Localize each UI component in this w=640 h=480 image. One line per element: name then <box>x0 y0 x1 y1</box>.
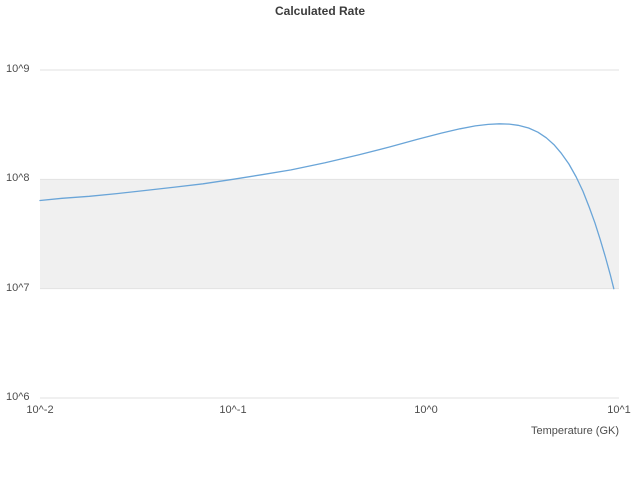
x-tick-label: 10^-1 <box>219 404 247 416</box>
y-tick-label: 10^9 <box>6 63 30 75</box>
rate-line-series <box>39 123 615 290</box>
x-tick-label: 10^0 <box>414 404 438 416</box>
chart-title: Calculated Rate <box>274 4 366 18</box>
x-tick-label: 10^1 <box>607 404 631 416</box>
y-tick-label: 10^6 <box>6 391 30 403</box>
decade-band <box>40 179 619 289</box>
y-tick-label: 10^8 <box>6 172 30 185</box>
x-axis-label: Temperature (GK) <box>530 425 619 437</box>
y-tick-label: 10^7 <box>6 281 30 294</box>
x-tick-label: 10^-2 <box>26 404 54 416</box>
